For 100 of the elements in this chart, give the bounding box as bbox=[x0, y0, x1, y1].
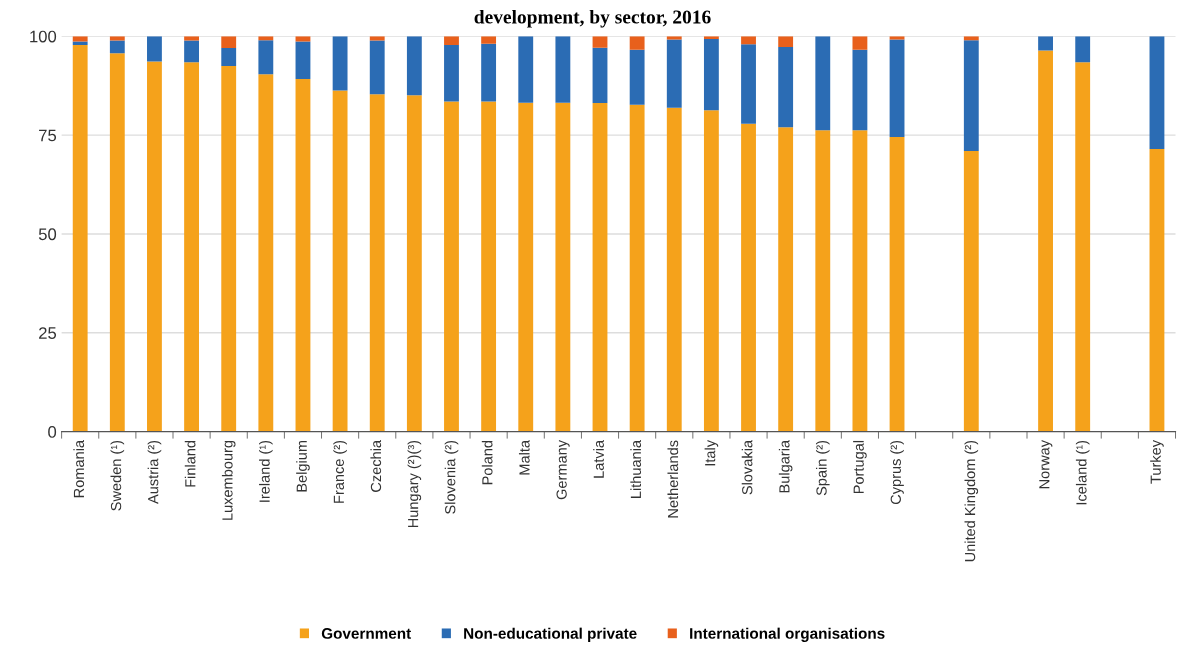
bar bbox=[332, 90, 348, 432]
bar bbox=[1075, 36, 1091, 63]
bar bbox=[295, 41, 311, 79]
bar bbox=[555, 102, 571, 432]
bar bbox=[741, 36, 756, 45]
bar bbox=[406, 95, 422, 432]
bar bbox=[592, 103, 608, 432]
bar bbox=[703, 39, 719, 111]
bar bbox=[332, 36, 348, 91]
bar bbox=[109, 36, 125, 41]
legend-label: International organisations bbox=[690, 627, 885, 642]
x-tick-label: Iceland (¹) bbox=[1075, 440, 1090, 505]
bar bbox=[815, 130, 831, 432]
y-tick-label: 0 bbox=[48, 426, 57, 438]
bar bbox=[444, 36, 459, 45]
legend-label: Government bbox=[321, 628, 412, 639]
x-tick-label: Germany bbox=[556, 440, 570, 500]
x-tick-label: Ireland (¹) bbox=[259, 440, 273, 502]
bar bbox=[369, 40, 385, 95]
bar bbox=[184, 62, 199, 432]
x-tick-label: Malta bbox=[518, 439, 530, 475]
bar bbox=[741, 44, 756, 124]
y-tick-label: 100 bbox=[30, 30, 57, 43]
x-tick-label: Turkey bbox=[1150, 440, 1164, 484]
bar bbox=[629, 49, 645, 105]
x-tick-label: Netherlands bbox=[667, 440, 679, 518]
bar bbox=[369, 36, 385, 41]
bar bbox=[72, 44, 88, 432]
bar bbox=[221, 65, 237, 432]
x-tick-label: Hungary (²)(³) bbox=[407, 440, 422, 528]
bar bbox=[258, 74, 274, 432]
x-tick-label: Belgium bbox=[296, 440, 310, 492]
x-tick-label: Spain (²) bbox=[815, 440, 830, 496]
bar bbox=[221, 48, 237, 66]
bar bbox=[295, 78, 311, 432]
bar bbox=[629, 36, 645, 50]
chart-title: development, by sector, 2016 bbox=[474, 9, 711, 28]
bar bbox=[444, 44, 459, 102]
x-tick-label: Poland bbox=[481, 440, 493, 485]
bar bbox=[666, 39, 682, 108]
bar bbox=[852, 130, 868, 432]
bar bbox=[1149, 36, 1165, 149]
bar bbox=[852, 49, 868, 131]
x-tick-label: Romania bbox=[73, 439, 85, 498]
x-tick-label: Finland bbox=[184, 440, 196, 487]
bar bbox=[666, 107, 682, 432]
x-tick-label: Latvia bbox=[593, 439, 604, 478]
bar bbox=[963, 40, 979, 151]
bar bbox=[1075, 62, 1091, 432]
bar bbox=[109, 53, 125, 432]
bar bbox=[592, 36, 608, 48]
y-tick-label: 75 bbox=[39, 129, 57, 142]
x-tick-label: France (²) bbox=[333, 440, 347, 503]
bar bbox=[444, 101, 459, 432]
x-tick-label: United Kingdom (²) bbox=[964, 440, 979, 562]
bar bbox=[406, 36, 422, 96]
bar bbox=[184, 40, 199, 63]
x-tick-label: Slovenia (²) bbox=[444, 440, 459, 514]
bar bbox=[889, 137, 905, 432]
bar bbox=[481, 101, 497, 432]
x-tick-label: Luxembourg bbox=[221, 440, 236, 520]
bar bbox=[1149, 148, 1165, 432]
bar bbox=[1038, 50, 1053, 432]
x-tick-label: Portugal bbox=[853, 440, 867, 494]
x-tick-label: Norway bbox=[1039, 440, 1053, 489]
x-tick-label: Czechia bbox=[370, 439, 382, 492]
legend-label: Non-educational private bbox=[464, 627, 637, 642]
bar bbox=[72, 41, 88, 45]
bar bbox=[555, 36, 571, 103]
x-tick-label: Austria (²) bbox=[147, 440, 162, 504]
x-tick-label: Italy bbox=[704, 440, 719, 466]
bar bbox=[481, 36, 497, 44]
bar bbox=[852, 36, 868, 50]
bar bbox=[147, 61, 162, 432]
bar bbox=[518, 102, 534, 432]
bar bbox=[629, 104, 645, 432]
bar bbox=[1038, 36, 1053, 51]
bar bbox=[703, 110, 719, 432]
bar bbox=[184, 36, 199, 41]
y-tick-label: 50 bbox=[38, 228, 57, 241]
y-tick-label: 25 bbox=[39, 327, 57, 339]
x-tick-label: Bulgaria bbox=[778, 439, 793, 493]
x-tick-label: Slovakia bbox=[741, 439, 753, 495]
bar bbox=[778, 46, 794, 128]
bar bbox=[741, 123, 756, 432]
bar bbox=[963, 150, 979, 432]
bar bbox=[778, 36, 794, 47]
bar bbox=[518, 36, 534, 103]
bar bbox=[889, 39, 905, 138]
x-tick-label: Lithuania bbox=[630, 439, 642, 498]
bar bbox=[778, 127, 794, 432]
bar bbox=[592, 47, 608, 104]
bar bbox=[369, 94, 385, 432]
bar bbox=[815, 36, 831, 131]
bar bbox=[109, 40, 125, 54]
bar bbox=[221, 36, 237, 49]
x-tick-label: Sweden (¹) bbox=[110, 440, 125, 511]
x-tick-label: Cyprus (²) bbox=[890, 440, 904, 505]
bar bbox=[258, 40, 274, 75]
bar bbox=[481, 43, 497, 102]
